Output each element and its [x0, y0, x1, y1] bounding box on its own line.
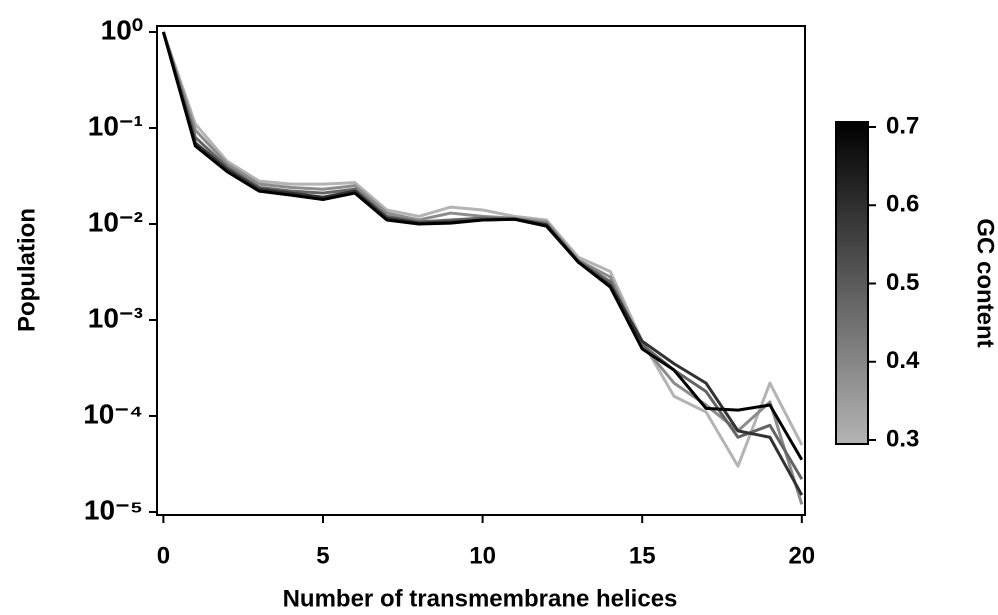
colorbar-tick-label: 0.3	[886, 425, 919, 452]
series-line	[161, 31, 804, 496]
colorbar	[835, 121, 869, 445]
colorbar-tick-label: 0.4	[886, 347, 920, 374]
y-tick-label: 10⁻³	[88, 302, 143, 333]
y-tick-label: 10⁻⁵	[84, 494, 143, 525]
colorbar-tick-label: 0.5	[886, 269, 919, 296]
x-tick-label: 0	[157, 542, 170, 569]
x-tick-label: 5	[316, 542, 329, 569]
y-tick-label: 10⁻¹	[88, 110, 143, 141]
y-tick-label: 10⁻⁴	[83, 398, 143, 429]
colorbar-label: GC content	[972, 218, 998, 347]
x-tick-label: 20	[788, 542, 815, 569]
x-tick-label: 15	[629, 542, 656, 569]
series-line	[161, 31, 804, 468]
x-tick-label: 10	[469, 542, 496, 569]
colorbar-tick-label: 0.7	[886, 112, 919, 139]
y-tick-label: 10⁰	[101, 14, 143, 45]
series-line	[161, 31, 804, 480]
series-line	[161, 31, 804, 461]
x-axis-label: Number of transmembrane helices	[283, 585, 678, 612]
colorbar-tick-label: 0.6	[886, 191, 919, 218]
plot-frame	[156, 25, 806, 516]
y-tick-label: 10⁻²	[88, 206, 143, 237]
series-line	[161, 31, 804, 505]
y-axis-label: Population	[13, 208, 40, 332]
